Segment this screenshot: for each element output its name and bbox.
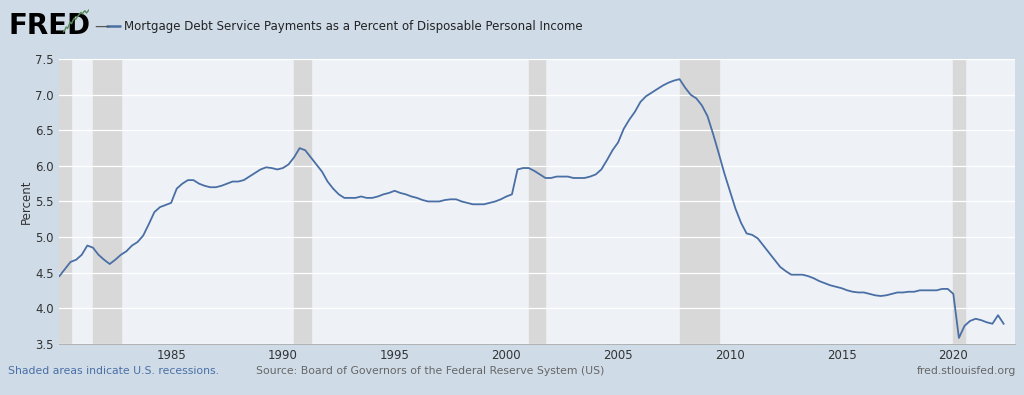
Text: FRED: FRED <box>8 12 90 40</box>
Text: Shaded areas indicate U.S. recessions.: Shaded areas indicate U.S. recessions. <box>8 366 219 376</box>
Bar <box>294 59 311 344</box>
Bar <box>953 59 965 344</box>
Text: Source: Board of Governors of the Federal Reserve System (US): Source: Board of Governors of the Federa… <box>256 366 604 376</box>
Bar <box>59 59 71 344</box>
Bar <box>93 59 121 344</box>
Text: Mortgage Debt Service Payments as a Percent of Disposable Personal Income: Mortgage Debt Service Payments as a Perc… <box>124 20 583 32</box>
Bar <box>528 59 546 344</box>
Y-axis label: Percent: Percent <box>19 179 33 224</box>
Bar <box>680 59 719 344</box>
Text: —: — <box>94 19 110 34</box>
Text: fred.stlouisfed.org: fred.stlouisfed.org <box>916 366 1016 376</box>
